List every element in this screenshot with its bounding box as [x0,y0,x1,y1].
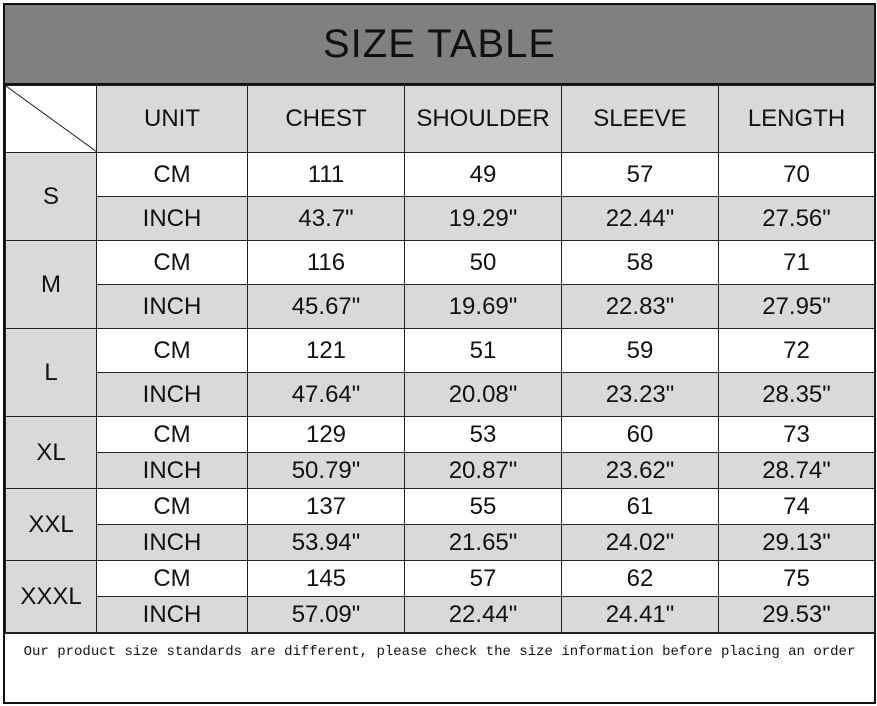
size-table: UNIT CHEST SHOULDER SLEEVE LENGTH S CM 111… [5,85,875,633]
value-cell: 55 [404,488,562,525]
header-chest: CHEST [247,85,405,153]
value-cell: 75 [718,560,875,597]
value-cell: 45.67" [247,284,405,329]
value-cell: 20.08" [404,372,562,417]
value-cell: 21.65" [404,524,562,561]
value-cell: 23.62" [561,452,719,489]
header-shoulder: SHOULDER [404,85,562,153]
table-row-xl-inch: INCH 50.79" 20.87" 23.62" 28.74" [6,452,875,489]
value-cell: 20.87" [404,452,562,489]
value-cell: 72 [718,328,875,373]
value-cell: 49 [404,152,562,197]
value-cell: 24.41" [561,596,719,633]
size-label: XXXL [5,560,97,633]
value-cell: 28.74" [718,452,875,489]
unit-cell: INCH [96,284,248,329]
value-cell: 60 [561,416,719,453]
value-cell: 50 [404,240,562,285]
size-label: L [5,328,97,417]
value-cell: 111 [247,152,405,197]
header-length: LENGTH [718,85,875,153]
value-cell: 19.29" [404,196,562,241]
table-row-s-cm: S CM 111 49 57 70 [5,152,875,241]
unit-cell: INCH [96,596,248,633]
table-row-s-inch: INCH 43.7" 19.29" 22.44" 27.56" [6,196,875,241]
size-label: M [5,240,97,329]
value-cell: 74 [718,488,875,525]
value-cell: 59 [561,328,719,373]
value-cell: 116 [247,240,405,285]
header-sleeve: SLEEVE [561,85,719,153]
value-cell: 47.64" [247,372,405,417]
table-row-l-inch: INCH 47.64" 20.08" 23.23" 28.35" [6,372,875,417]
value-cell: 22.83" [561,284,719,329]
unit-cell: INCH [96,524,248,561]
table-row-l-cm: L CM 121 51 59 72 [5,328,875,417]
unit-cell: CM [96,152,248,197]
value-cell: 29.13" [718,524,875,561]
table-row-xxl-cm: XXL CM 137 55 61 74 [5,488,875,561]
value-cell: 145 [247,560,405,597]
value-cell: 62 [561,560,719,597]
value-cell: 73 [718,416,875,453]
value-cell: 57 [561,152,719,197]
value-cell: 19.69" [404,284,562,329]
value-cell: 51 [404,328,562,373]
table-row-xxxl-cm: XXXL CM 145 57 62 75 [5,560,875,633]
value-cell: 27.95" [718,284,875,329]
value-cell: 24.02" [561,524,719,561]
table-title: SIZE TABLE [5,5,874,85]
unit-cell: INCH [96,372,248,417]
value-cell: 27.56" [718,196,875,241]
table-row-m-inch: INCH 45.67" 19.69" 22.83" 27.95" [6,284,875,329]
value-cell: 58 [561,240,719,285]
value-cell: 53.94" [247,524,405,561]
value-cell: 57 [404,560,562,597]
table-row-xxl-inch: INCH 53.94" 21.65" 24.02" 29.13" [6,524,875,561]
unit-cell: INCH [96,452,248,489]
size-label: XL [5,416,97,489]
unit-cell: CM [96,488,248,525]
value-cell: 129 [247,416,405,453]
header-row: UNIT CHEST SHOULDER SLEEVE LENGTH [5,85,875,153]
unit-cell: CM [96,240,248,285]
footer-note: Our product size standards are different… [5,633,874,703]
value-cell: 28.35" [718,372,875,417]
value-cell: 23.23" [561,372,719,417]
value-cell: 70 [718,152,875,197]
value-cell: 53 [404,416,562,453]
value-cell: 137 [247,488,405,525]
value-cell: 121 [247,328,405,373]
header-unit: UNIT [96,85,248,153]
value-cell: 22.44" [561,196,719,241]
unit-cell: CM [96,416,248,453]
value-cell: 22.44" [404,596,562,633]
value-cell: 29.53" [718,596,875,633]
unit-cell: CM [96,328,248,373]
unit-cell: INCH [96,196,248,241]
value-cell: 50.79" [247,452,405,489]
table-row-xxxl-inch: INCH 57.09" 22.44" 24.41" 29.53" [6,596,875,633]
value-cell: 61 [561,488,719,525]
size-label: S [5,152,97,241]
diagonal-corner-cell [5,85,97,153]
size-table-card: SIZE TABLE UNIT CHEST SHOULDER SLEEVE LE… [3,3,876,704]
table-row-m-cm: M CM 116 50 58 71 [5,240,875,329]
unit-cell: CM [96,560,248,597]
value-cell: 57.09" [247,596,405,633]
value-cell: 43.7" [247,196,405,241]
value-cell: 71 [718,240,875,285]
table-row-xl-cm: XL CM 129 53 60 73 [5,416,875,489]
size-label: XXL [5,488,97,561]
